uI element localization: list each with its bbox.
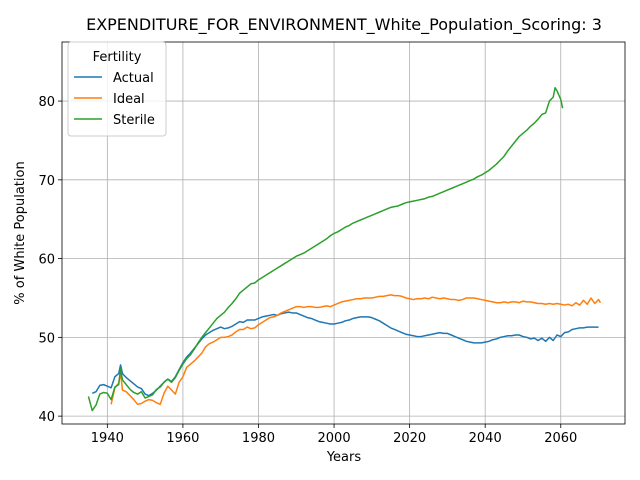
x-axis-ticks: 1940 1960 1980 2000 2020 2040 2060 bbox=[91, 424, 577, 446]
series-line-sterile bbox=[87, 86, 564, 412]
x-tick-label: 2040 bbox=[469, 431, 502, 446]
plot-frame bbox=[61, 41, 626, 425]
y-tick-label: 50 bbox=[38, 331, 55, 346]
x-tick-label: 2020 bbox=[393, 431, 426, 446]
legend-label-actual: Actual bbox=[113, 71, 154, 86]
y-axis-label: % of White Population bbox=[13, 161, 28, 304]
legend-title: Fertility bbox=[93, 50, 142, 65]
y-tick-label: 60 bbox=[38, 253, 55, 268]
legend-label-sterile: Sterile bbox=[113, 113, 155, 128]
x-tick-label: 2060 bbox=[544, 431, 577, 446]
x-tick-label: 1960 bbox=[166, 431, 199, 446]
chart-title: EXPENDITURE_FOR_ENVIRONMENT_White_Popula… bbox=[86, 15, 602, 35]
legend-entries: Actual Ideal Sterile bbox=[74, 71, 155, 128]
x-tick-label: 1980 bbox=[242, 431, 275, 446]
x-tick-label: 1940 bbox=[91, 431, 124, 446]
x-axis-label: Years bbox=[326, 450, 362, 465]
x-tick-label: 2000 bbox=[318, 431, 351, 446]
y-tick-label: 80 bbox=[38, 95, 55, 110]
legend-label-ideal: Ideal bbox=[113, 92, 145, 107]
series-line-ideal bbox=[110, 294, 602, 406]
series-lines bbox=[87, 86, 602, 412]
y-tick-label: 40 bbox=[38, 410, 55, 425]
legend: Fertility Actual Ideal Sterile bbox=[67, 41, 167, 137]
legend-box bbox=[67, 41, 167, 137]
y-tick-label: 70 bbox=[38, 174, 55, 189]
grid bbox=[62, 42, 625, 424]
y-axis-ticks: 40 50 60 70 80 bbox=[38, 95, 62, 425]
